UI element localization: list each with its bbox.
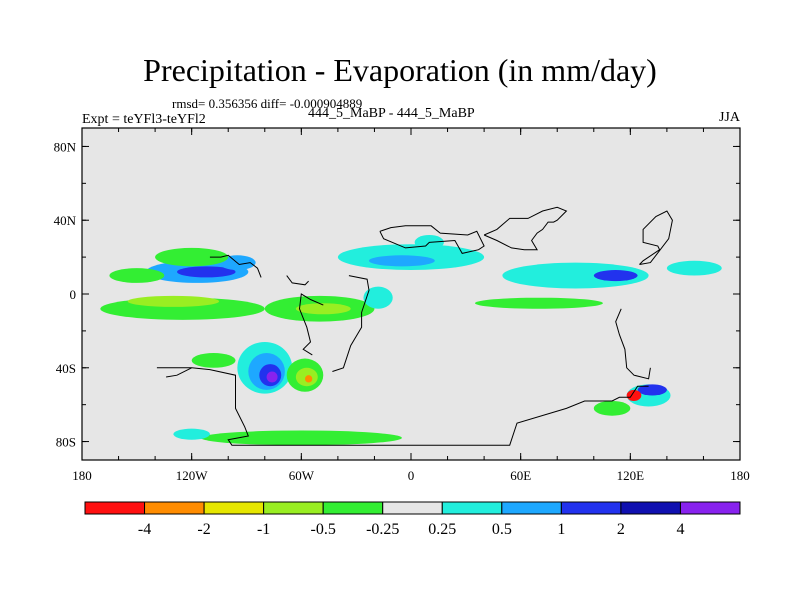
- x-tick-label: 180: [730, 468, 750, 483]
- contour-region-indian-green: [474, 297, 603, 309]
- colorbar-swatch: [203, 501, 265, 515]
- season-label: JJA: [718, 110, 740, 125]
- contour-region-s-indian-red: [626, 389, 642, 401]
- x-tick-label: 180: [72, 468, 92, 483]
- colorbar-swatch: [679, 501, 741, 515]
- colorbar-label: -0.5: [311, 521, 336, 538]
- contour-region-ne-pacific-core: [177, 266, 236, 278]
- plot-background: [82, 128, 740, 460]
- colorbar-swatch: [144, 501, 205, 515]
- y-tick-label: 40S: [56, 361, 76, 376]
- contour-region-south-atl-lime: [295, 303, 351, 315]
- contour-region-s-hem-purple-1: [266, 371, 278, 383]
- contour-region-pacific-green-n: [155, 247, 229, 267]
- contour-region-s-indian-green: [593, 400, 631, 416]
- x-tick-label: 60E: [510, 468, 531, 483]
- colorbar-label: -2: [197, 521, 210, 538]
- coastline-4: [639, 210, 673, 265]
- contour-region-indian-cyan: [502, 262, 649, 289]
- coastline-0: [156, 367, 649, 446]
- contour-region-cyan-s-atl: [363, 286, 393, 309]
- coastline-1: [332, 275, 370, 372]
- colorbar-swatch: [441, 501, 503, 515]
- colorbar-swatch: [620, 501, 681, 515]
- y-tick-label: 80S: [56, 435, 76, 450]
- coastline-6: [615, 308, 651, 380]
- y-tick-label: 80N: [54, 139, 77, 154]
- contour-region-s-hem-orange-1: [304, 375, 313, 383]
- coastline-5: [298, 293, 324, 356]
- coastline-7: [209, 254, 262, 278]
- chart-title: Precipitation - Evaporation (in mm/day): [143, 52, 657, 88]
- contour-region-tropical-band-n: [109, 268, 165, 283]
- coastline-2: [379, 225, 485, 254]
- colorbar-label: -0.25: [366, 521, 399, 538]
- coastline-3: [483, 206, 568, 251]
- colorbar-label: -4: [138, 521, 151, 538]
- contour-region-n-atl-blue: [368, 255, 435, 267]
- colorbar-label: 0.5: [492, 521, 512, 538]
- colorbar-label: 2: [617, 521, 625, 538]
- colorbar-swatch: [501, 501, 562, 515]
- colorbar-label: -1: [257, 521, 270, 538]
- colorbar-swatch: [382, 501, 443, 515]
- coastline-8: [286, 275, 309, 286]
- contour-region-w-pacific-cyan: [666, 260, 722, 276]
- contour-region-s-ocean-cyan: [173, 428, 210, 440]
- colorbar-swatch: [84, 501, 146, 515]
- contour-region-south-pacific-lime: [127, 295, 220, 307]
- contour-region-s-indian-blue: [637, 384, 667, 396]
- x-tick-label: 60W: [289, 468, 315, 483]
- colorbar-swatch: [263, 501, 324, 515]
- x-tick-label: 120W: [176, 468, 209, 483]
- colorbar-label: 4: [676, 521, 684, 538]
- stats-label: rmsd= 0.356356 diff= -0.000904889: [172, 96, 363, 111]
- experiment-label: Expt = teYFl3-teYFl2: [82, 112, 206, 127]
- y-tick-label: 0: [70, 287, 77, 302]
- contour-region-indian-blue: [593, 270, 638, 282]
- colorbar-label: 1: [557, 521, 565, 538]
- coastline-9: [166, 367, 192, 378]
- y-tick-label: 40N: [54, 213, 77, 228]
- contour-region-s-ocean-green: [200, 430, 402, 446]
- x-tick-label: 120E: [617, 468, 645, 483]
- colorbar-swatch: [322, 501, 384, 515]
- contour-region-s-hem-green-2: [191, 353, 236, 368]
- colorbar-swatch: [560, 501, 622, 515]
- x-tick-label: 0: [408, 468, 415, 483]
- colorbar-label: 0.25: [428, 521, 456, 538]
- contour-layer: [100, 206, 722, 446]
- case-label: 444_5_MaBP - 444_5_MaBP: [308, 106, 475, 121]
